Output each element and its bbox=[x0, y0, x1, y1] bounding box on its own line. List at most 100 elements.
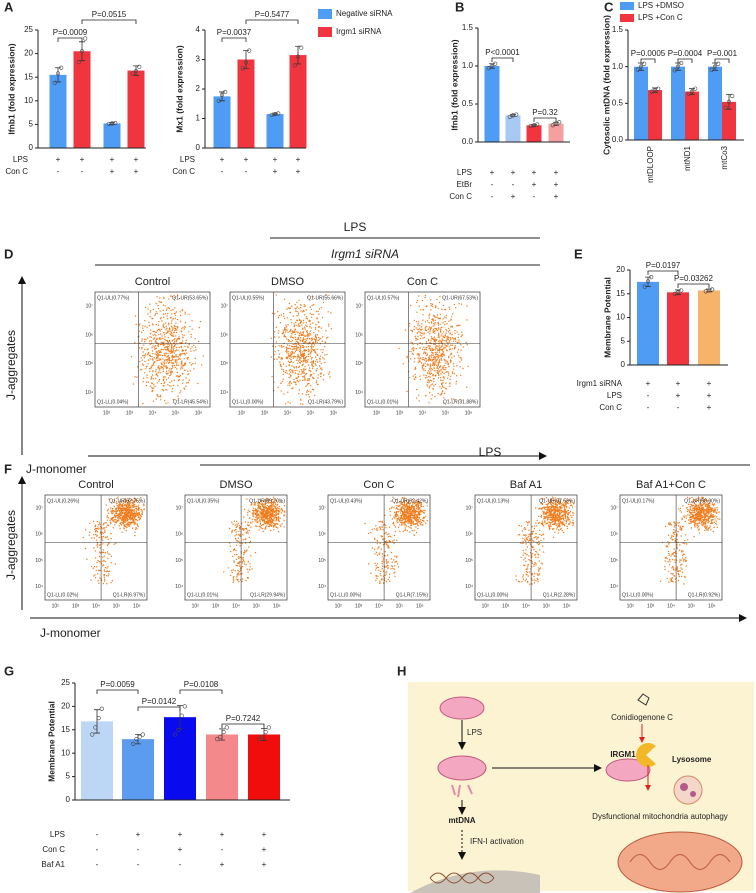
event-dot bbox=[300, 351, 302, 353]
event-dot bbox=[134, 503, 136, 506]
event-dot bbox=[291, 348, 294, 351]
event-dot bbox=[315, 310, 318, 312]
event-dot bbox=[452, 368, 455, 370]
event-dot bbox=[540, 562, 542, 564]
event-dot bbox=[96, 535, 98, 537]
event-dot bbox=[184, 313, 186, 315]
event-dot bbox=[285, 370, 287, 372]
event-dot bbox=[286, 372, 288, 374]
event-dot bbox=[384, 514, 386, 516]
event-dot bbox=[280, 525, 282, 527]
event-dot bbox=[418, 321, 420, 323]
event-dot bbox=[417, 503, 419, 505]
event-dot bbox=[394, 526, 397, 528]
event-dot bbox=[393, 559, 395, 561]
event-dot bbox=[300, 369, 303, 371]
event-dot bbox=[136, 524, 139, 526]
event-dot bbox=[256, 525, 258, 528]
event-dot bbox=[150, 376, 153, 378]
event-dot bbox=[123, 520, 126, 523]
event-dot bbox=[251, 568, 253, 570]
event-dot bbox=[267, 509, 269, 511]
lysosome-content bbox=[690, 791, 696, 797]
event-dot bbox=[238, 565, 241, 567]
event-dot bbox=[263, 516, 265, 518]
event-dot bbox=[106, 567, 108, 569]
event-dot bbox=[105, 537, 107, 539]
event-dot bbox=[378, 582, 381, 585]
label: Conidiogenone C bbox=[611, 713, 673, 722]
event-dot bbox=[273, 498, 275, 501]
event-dot bbox=[448, 356, 450, 359]
bar bbox=[685, 91, 699, 140]
event-dot bbox=[165, 370, 168, 372]
event-dot bbox=[145, 384, 148, 387]
event-dot bbox=[303, 369, 306, 371]
data-point bbox=[656, 86, 661, 91]
event-dot bbox=[517, 580, 520, 582]
data-point bbox=[266, 725, 271, 730]
y-tick-label: 2 bbox=[196, 84, 201, 93]
event-dot bbox=[540, 502, 542, 504]
event-dot bbox=[450, 398, 453, 400]
event-dot bbox=[524, 527, 526, 529]
event-dot bbox=[454, 399, 456, 401]
data-point bbox=[55, 71, 61, 76]
event-dot bbox=[417, 519, 419, 521]
event-dot bbox=[265, 507, 267, 509]
quadrant-label: Q1-UR(67.53%) bbox=[442, 295, 478, 301]
event-dot bbox=[298, 389, 301, 391]
event-dot bbox=[163, 341, 165, 343]
event-dot bbox=[244, 521, 247, 523]
event-dot bbox=[539, 573, 541, 575]
event-dot bbox=[96, 561, 98, 564]
event-dot bbox=[440, 359, 442, 361]
event-dot bbox=[282, 510, 284, 512]
event-dot bbox=[141, 368, 143, 371]
event-dot bbox=[522, 574, 524, 576]
event-dot bbox=[271, 511, 273, 513]
event-dot bbox=[459, 361, 461, 363]
event-dot bbox=[429, 355, 431, 357]
event-dot bbox=[262, 511, 265, 513]
event-dot bbox=[558, 524, 560, 527]
event-dot bbox=[283, 298, 286, 300]
event-dot bbox=[163, 353, 166, 355]
event-dot bbox=[138, 515, 140, 517]
event-dot bbox=[289, 352, 292, 354]
event-dot bbox=[542, 545, 544, 547]
event-dot bbox=[147, 363, 149, 365]
event-dot bbox=[429, 379, 431, 381]
event-dot bbox=[443, 397, 445, 399]
event-dot bbox=[177, 398, 180, 400]
event-dot bbox=[429, 373, 432, 375]
event-dot bbox=[295, 324, 297, 326]
event-dot bbox=[234, 524, 236, 526]
event-dot bbox=[291, 351, 294, 353]
event-dot bbox=[428, 326, 431, 328]
event-dot bbox=[286, 352, 288, 354]
event-dot bbox=[292, 361, 294, 363]
event-dot bbox=[151, 374, 154, 376]
event-dot bbox=[426, 502, 428, 504]
event-dot bbox=[380, 526, 382, 528]
event-dot bbox=[144, 353, 147, 355]
event-dot bbox=[246, 530, 249, 532]
event-dot bbox=[193, 344, 195, 347]
event-dot bbox=[177, 375, 179, 377]
event-dot bbox=[418, 305, 420, 307]
condition-sign: - bbox=[81, 167, 84, 176]
event-dot bbox=[325, 337, 328, 339]
event-dot bbox=[238, 530, 240, 533]
event-dot bbox=[102, 528, 104, 530]
event-dot bbox=[426, 372, 429, 374]
event-dot bbox=[164, 305, 166, 307]
event-dot bbox=[127, 525, 130, 527]
event-dot bbox=[305, 309, 307, 311]
event-dot bbox=[246, 498, 248, 500]
event-dot bbox=[279, 517, 281, 519]
condition-sign: + bbox=[220, 830, 225, 839]
event-dot bbox=[423, 352, 425, 355]
event-dot bbox=[113, 543, 115, 545]
event-dot bbox=[296, 358, 298, 360]
